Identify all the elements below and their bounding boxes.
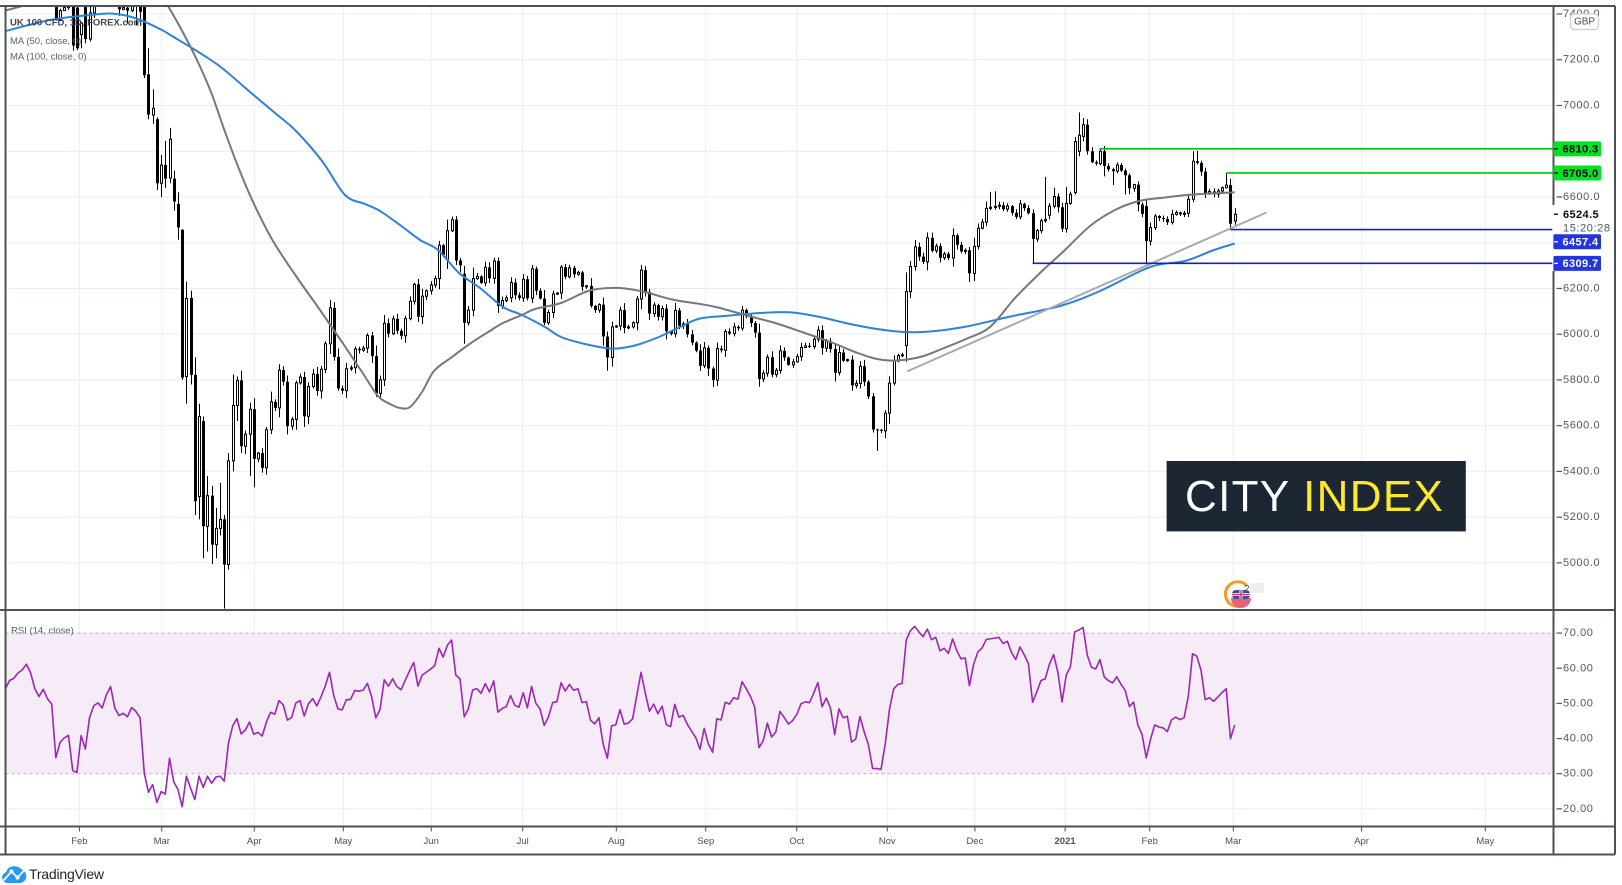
svg-text:Feb: Feb xyxy=(1142,836,1158,847)
svg-text:Feb: Feb xyxy=(71,836,87,847)
svg-text:Apr: Apr xyxy=(1354,836,1369,847)
svg-text:6524.5: 6524.5 xyxy=(1563,209,1599,221)
svg-text:Mar: Mar xyxy=(154,836,170,847)
svg-text:7000.0: 7000.0 xyxy=(1563,99,1600,111)
svg-text:6810.3: 6810.3 xyxy=(1563,144,1599,156)
svg-text:TradingView: TradingView xyxy=(29,866,105,882)
svg-text:Nov: Nov xyxy=(879,836,896,847)
svg-text:Jun: Jun xyxy=(424,836,439,847)
svg-text:Oct: Oct xyxy=(789,836,804,847)
svg-text:RSI (14, close): RSI (14, close) xyxy=(11,626,74,637)
svg-text:6200.0: 6200.0 xyxy=(1563,282,1600,294)
svg-text:2021: 2021 xyxy=(1055,836,1077,847)
svg-text:6000.0: 6000.0 xyxy=(1563,328,1600,340)
svg-text:6309.7: 6309.7 xyxy=(1563,258,1599,270)
svg-text:5000.0: 5000.0 xyxy=(1563,557,1600,569)
svg-text:GBP: GBP xyxy=(1574,17,1595,28)
svg-text:5600.0: 5600.0 xyxy=(1563,420,1600,432)
svg-text:Jul: Jul xyxy=(517,836,529,847)
svg-text:Sep: Sep xyxy=(697,836,714,847)
svg-text:5200.0: 5200.0 xyxy=(1563,511,1600,523)
svg-text:7200.0: 7200.0 xyxy=(1563,54,1600,66)
svg-text:30.00: 30.00 xyxy=(1563,768,1594,780)
svg-text:60.00: 60.00 xyxy=(1563,662,1594,674)
svg-text:UK 100 CFD, 1D, FOREX.com: UK 100 CFD, 1D, FOREX.com xyxy=(10,18,142,29)
svg-text:Dec: Dec xyxy=(966,836,983,847)
svg-text:5800.0: 5800.0 xyxy=(1563,374,1600,386)
svg-text:2: 2 xyxy=(1244,584,1250,595)
svg-text:6600.0: 6600.0 xyxy=(1563,191,1600,203)
svg-text:15:20:28: 15:20:28 xyxy=(1563,223,1611,235)
svg-text:Apr: Apr xyxy=(247,836,262,847)
svg-text:Aug: Aug xyxy=(608,836,625,847)
svg-text:May: May xyxy=(334,836,352,847)
svg-text:6705.0: 6705.0 xyxy=(1563,168,1599,180)
svg-text:40.00: 40.00 xyxy=(1563,733,1594,745)
svg-text:6457.4: 6457.4 xyxy=(1563,237,1600,249)
svg-text:5400.0: 5400.0 xyxy=(1563,465,1600,477)
svg-text:70.00: 70.00 xyxy=(1563,627,1594,639)
svg-text:MA (50, close, 0): MA (50, close, 0) xyxy=(10,36,81,47)
svg-text:May: May xyxy=(1476,836,1494,847)
svg-text:20.00: 20.00 xyxy=(1563,803,1594,815)
svg-text:Mar: Mar xyxy=(1225,836,1241,847)
svg-text:50.00: 50.00 xyxy=(1563,697,1594,709)
svg-text:MA (100, close, 0): MA (100, close, 0) xyxy=(10,52,87,63)
svg-text:CITY INDEX: CITY INDEX xyxy=(1185,472,1444,521)
